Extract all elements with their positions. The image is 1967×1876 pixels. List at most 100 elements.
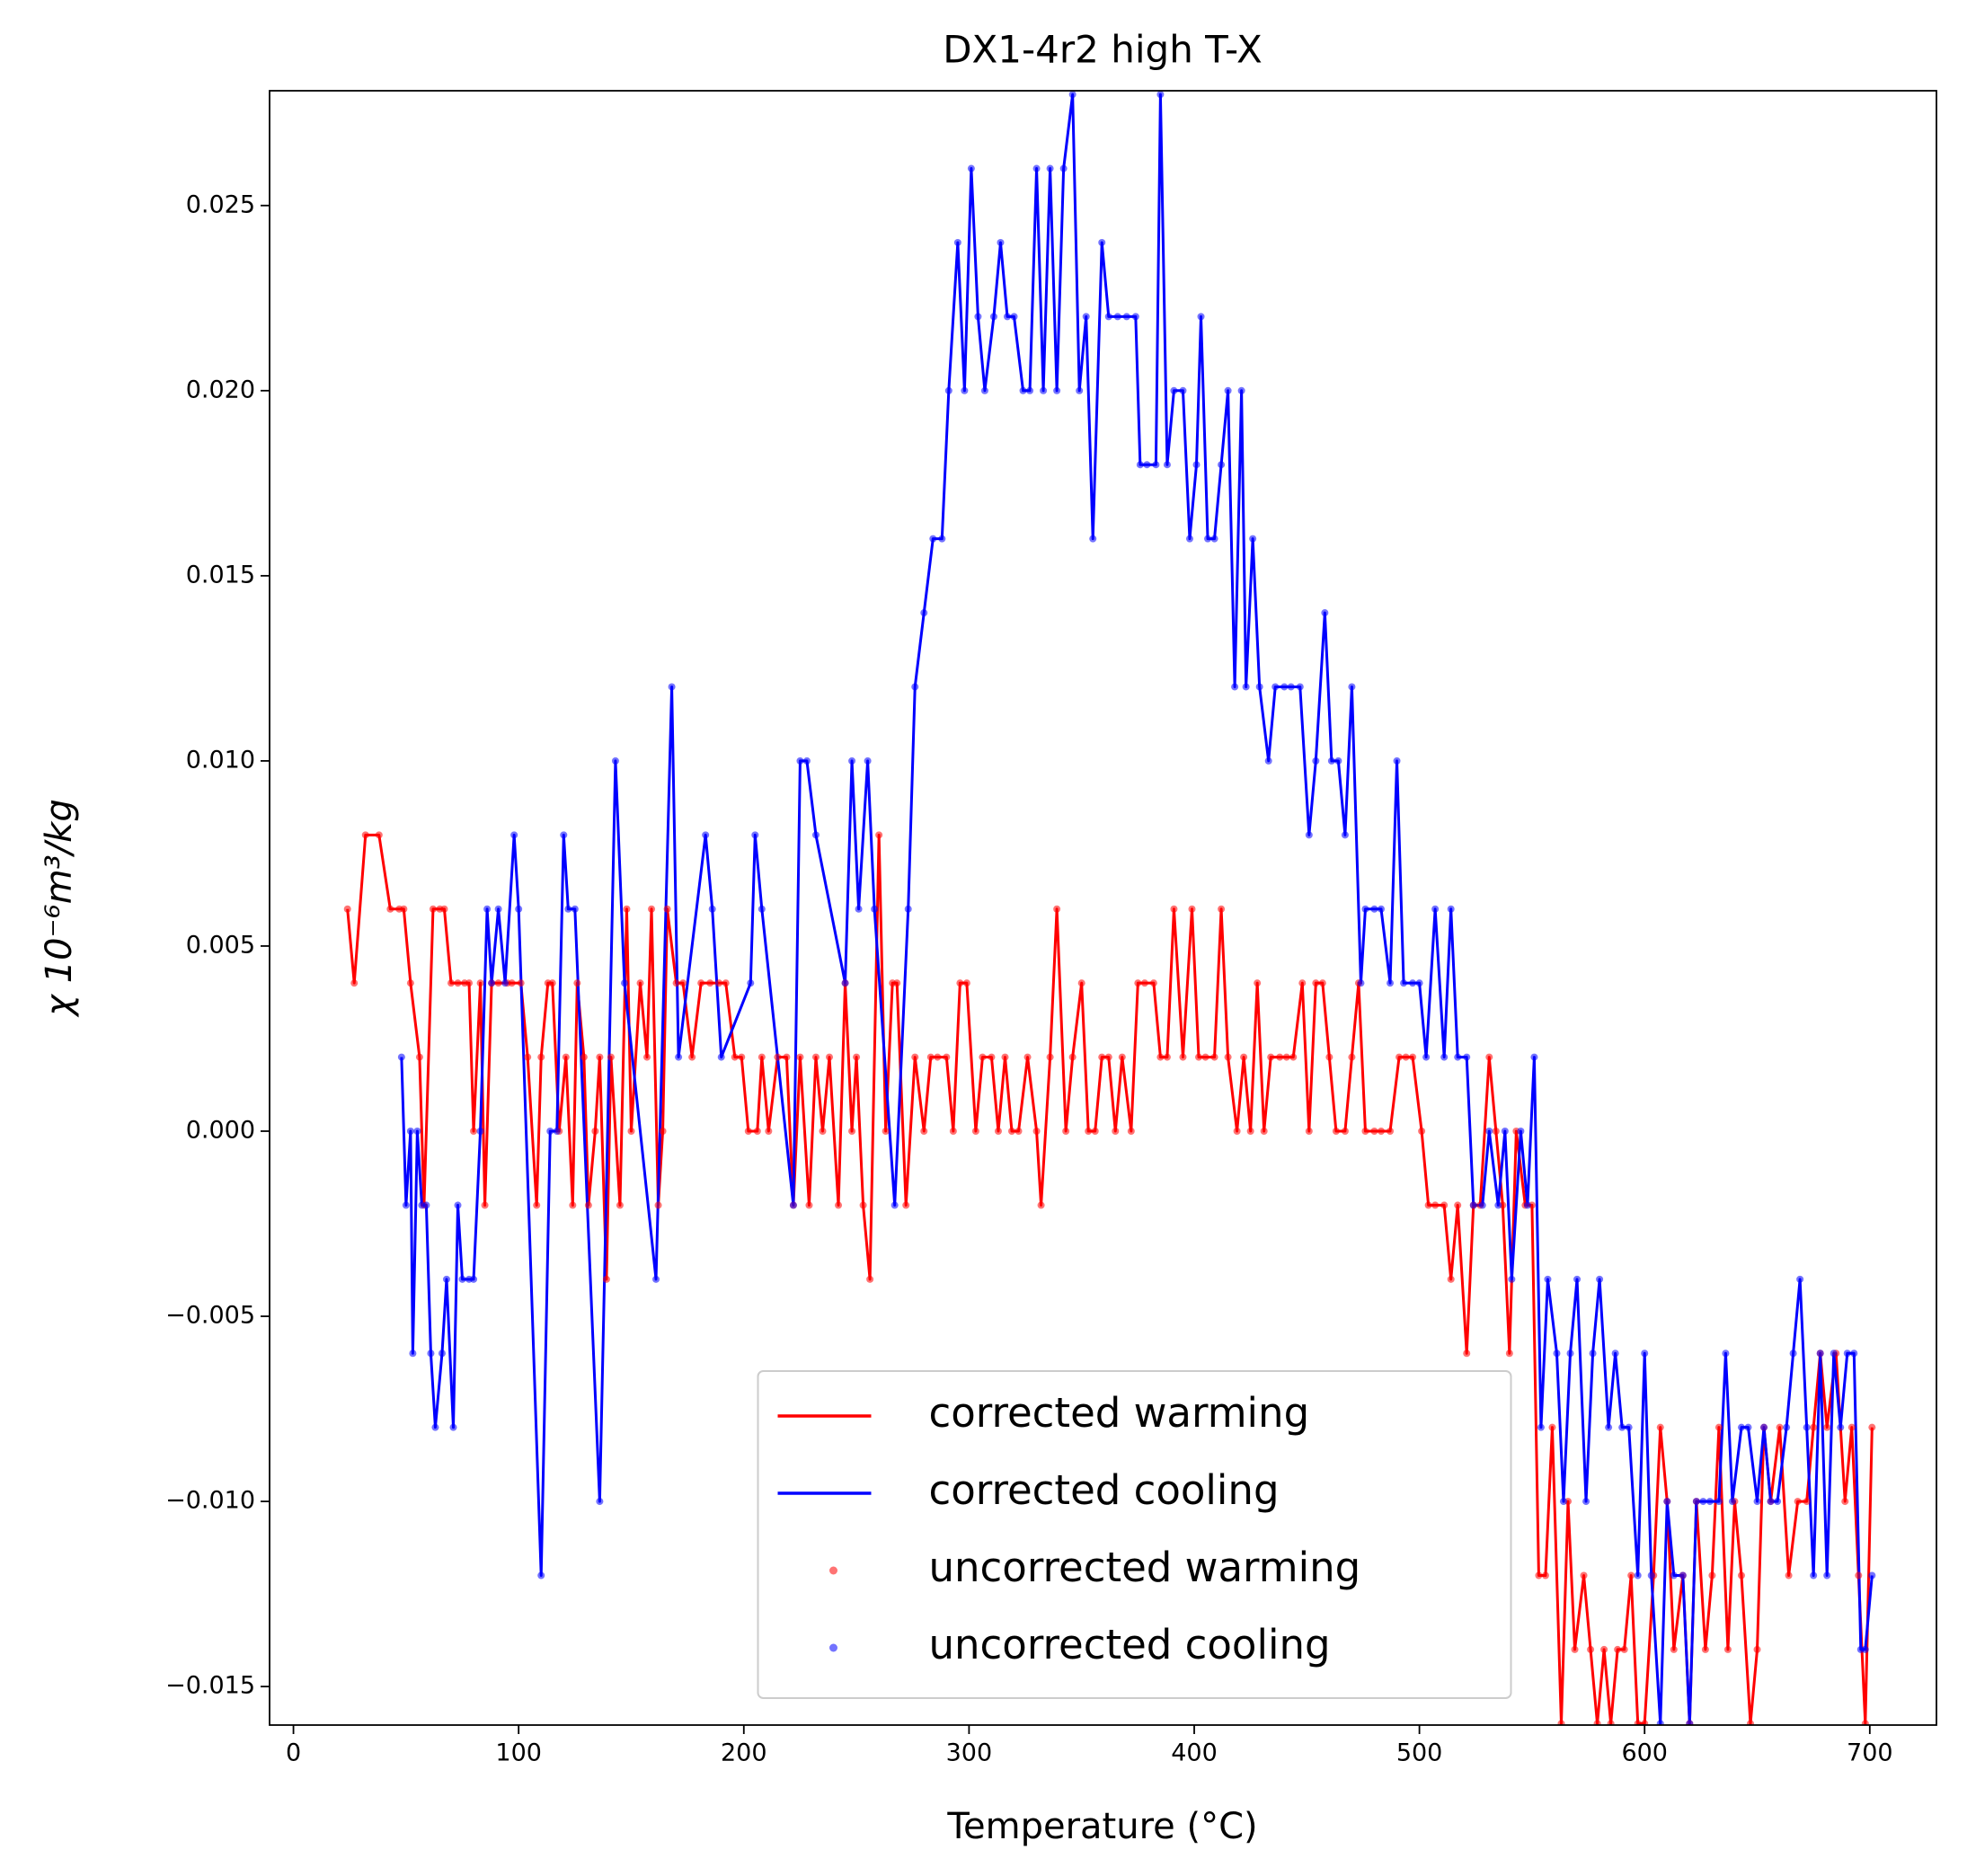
point — [1861, 1720, 1869, 1725]
point — [1440, 1053, 1449, 1061]
point — [1753, 1645, 1761, 1653]
point — [1843, 1349, 1851, 1358]
point — [1402, 1053, 1410, 1061]
point — [1032, 164, 1041, 173]
point — [708, 905, 716, 913]
point — [1422, 1053, 1431, 1061]
point — [524, 1053, 532, 1061]
point — [1026, 386, 1034, 394]
point — [454, 1201, 462, 1209]
point — [1267, 1053, 1275, 1061]
point — [1327, 757, 1335, 765]
point — [602, 1275, 610, 1283]
point — [1015, 1127, 1023, 1135]
point — [517, 979, 525, 987]
point — [350, 979, 359, 987]
point — [1312, 757, 1320, 765]
y-tick-label: −0.005 — [165, 1302, 255, 1330]
point — [1593, 1720, 1601, 1725]
point — [871, 905, 879, 913]
point — [1296, 683, 1304, 691]
point — [1641, 1720, 1649, 1725]
point — [848, 1127, 856, 1135]
point — [934, 1053, 942, 1061]
point — [1023, 1053, 1032, 1061]
point — [1722, 1349, 1730, 1358]
point — [1218, 461, 1226, 469]
point — [1062, 1127, 1070, 1135]
point — [902, 1201, 910, 1209]
point — [1810, 1423, 1818, 1431]
point — [1348, 683, 1356, 691]
point — [835, 1201, 843, 1209]
point — [1361, 1127, 1369, 1135]
point — [765, 1127, 773, 1135]
point — [1325, 1053, 1333, 1061]
point — [343, 905, 351, 913]
point — [747, 979, 755, 987]
point — [1201, 1053, 1209, 1061]
point — [1607, 1720, 1615, 1725]
point — [1113, 313, 1121, 321]
point — [994, 1127, 1002, 1135]
point — [1334, 757, 1342, 765]
point — [751, 831, 759, 839]
point — [1728, 1498, 1736, 1506]
point — [926, 1053, 935, 1061]
y-tick-label: −0.010 — [165, 1487, 255, 1515]
point — [627, 1127, 635, 1135]
point — [1701, 1645, 1709, 1653]
point — [1143, 461, 1151, 469]
point — [1010, 313, 1018, 321]
point — [1803, 1423, 1811, 1431]
point — [1580, 1571, 1588, 1580]
point — [1618, 1423, 1626, 1431]
point — [938, 535, 946, 543]
point — [564, 905, 572, 913]
point — [1753, 1498, 1761, 1506]
y-tick-label: 0.015 — [186, 561, 255, 588]
point — [1679, 1571, 1687, 1580]
point — [890, 1201, 899, 1209]
point — [1767, 1498, 1775, 1506]
point — [1357, 979, 1365, 987]
point — [1670, 1571, 1678, 1580]
point — [1744, 1423, 1752, 1431]
point — [841, 979, 849, 987]
point — [1794, 1498, 1802, 1506]
point — [962, 979, 970, 987]
point — [1163, 461, 1171, 469]
point — [1548, 1423, 1556, 1431]
point — [1260, 1127, 1268, 1135]
point — [406, 979, 414, 987]
point — [1463, 1053, 1471, 1061]
point — [1179, 386, 1187, 394]
point — [675, 1053, 683, 1061]
point — [1341, 831, 1349, 839]
point — [744, 1127, 752, 1135]
point — [465, 979, 474, 987]
legend-label: uncorrected warming — [929, 1544, 1361, 1591]
point — [476, 1127, 484, 1135]
point — [596, 1053, 604, 1061]
point — [706, 979, 714, 987]
point — [1553, 1349, 1561, 1358]
point — [470, 1127, 478, 1135]
point — [591, 1127, 599, 1135]
point — [805, 1201, 813, 1209]
point — [402, 1201, 410, 1209]
point — [1170, 386, 1178, 394]
point — [1454, 1201, 1462, 1209]
point — [1424, 1201, 1432, 1209]
point — [1571, 1645, 1579, 1653]
point — [1037, 1201, 1045, 1209]
point — [431, 1423, 439, 1431]
point — [1620, 1645, 1628, 1653]
point — [979, 1053, 987, 1061]
point — [1855, 1571, 1863, 1580]
point — [409, 1349, 417, 1358]
point — [997, 238, 1005, 246]
line — [400, 93, 1874, 1725]
point — [738, 1053, 746, 1061]
point — [1837, 1423, 1845, 1431]
